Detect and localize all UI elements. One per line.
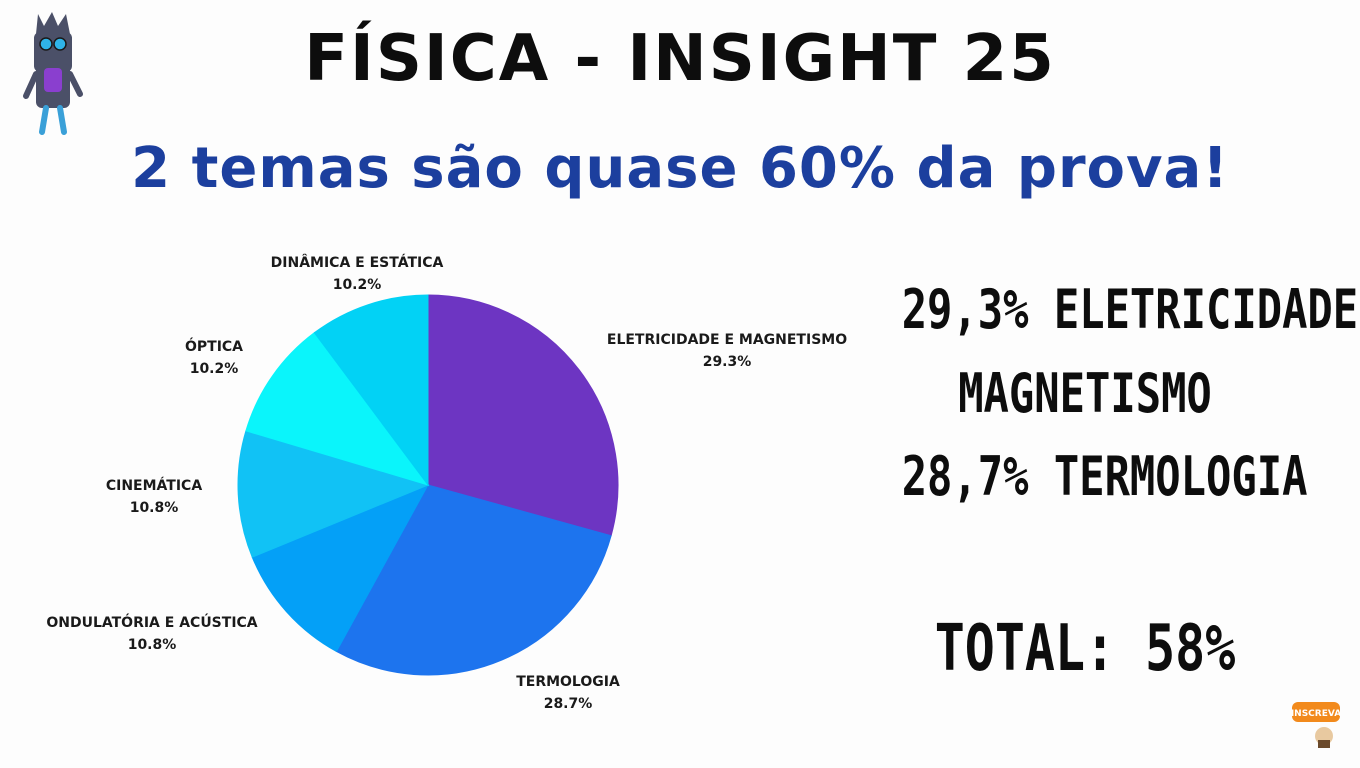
pie-slice-4 xyxy=(245,332,430,486)
slice-value-2: 10.8% xyxy=(128,637,177,653)
pie-slice-5 xyxy=(313,294,429,487)
slice-value-0: 29.3% xyxy=(703,354,752,370)
pie-chart: ELETRICIDADE E MAGNETISMO 29.3% TERMOLOGIA… xyxy=(46,254,847,712)
mascot-logo xyxy=(23,12,83,135)
pie-slice-0 xyxy=(427,294,619,537)
slice-label-1: TERMOLOGIA xyxy=(516,674,620,690)
pie-slice-2 xyxy=(251,483,430,653)
summary-line-eletricidade: 29,3% ELETRICIDADE E xyxy=(901,278,1360,341)
slice-value-1: 28.7% xyxy=(544,696,593,712)
slice-label-2: ONDULATÓRIA E ACÚSTICA xyxy=(46,613,257,631)
subscribe-badge-text: INSCREVA xyxy=(1292,709,1340,719)
slice-value-3: 10.8% xyxy=(130,500,179,516)
slice-label-0: ELETRICIDADE E MAGNETISMO xyxy=(607,332,847,348)
slice-value-5: 10.2% xyxy=(333,277,382,293)
slice-label-4: ÓPTICA xyxy=(185,337,243,355)
summary-line-termologia: 28,7% TERMOLOGIA xyxy=(901,445,1308,508)
slice-value-4: 10.2% xyxy=(190,361,239,377)
slice-label-3: CINEMÁTICA xyxy=(106,477,202,494)
page-title: FÍSICA - INSIGHT 25 xyxy=(304,22,1056,96)
subscribe-badge[interactable]: INSCREVA xyxy=(1292,702,1340,748)
page-subtitle: 2 temas são quase 60% da prova! xyxy=(131,136,1229,201)
summary-total: TOTAL: 58% xyxy=(934,612,1236,686)
summary-line-magnetismo: MAGNETISMO xyxy=(958,362,1212,425)
slice-label-5: DINÂMICA E ESTÁTICA xyxy=(271,254,444,271)
pie-slice-1 xyxy=(335,484,612,676)
pie-slice-3 xyxy=(237,430,430,558)
